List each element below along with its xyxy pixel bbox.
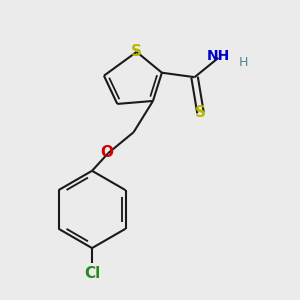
Text: H: H — [239, 56, 248, 69]
Text: S: S — [131, 44, 142, 59]
Text: O: O — [100, 146, 113, 160]
Text: S: S — [195, 105, 206, 120]
Text: Cl: Cl — [84, 266, 100, 281]
Text: NH: NH — [207, 50, 230, 63]
